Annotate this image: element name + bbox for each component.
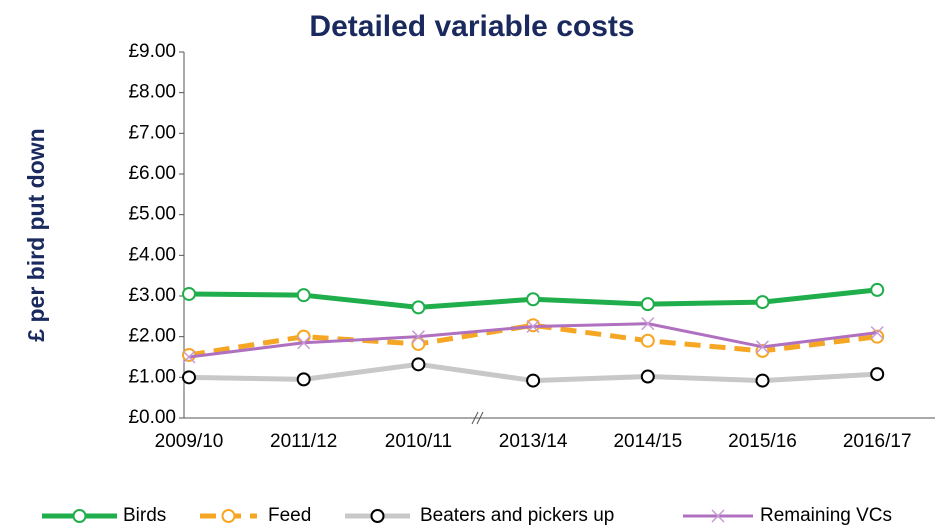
marker xyxy=(526,319,540,334)
x-tick-label: 2009/10 xyxy=(155,431,224,452)
marker xyxy=(297,336,311,350)
legend-marker xyxy=(72,509,87,523)
marker xyxy=(411,357,426,372)
legend-label: Feed xyxy=(268,505,311,526)
y-tick-label: £3.00 xyxy=(128,285,176,306)
marker xyxy=(296,329,311,344)
y-tick-label: £6.00 xyxy=(128,163,176,184)
marker xyxy=(296,372,311,387)
marker xyxy=(182,347,196,362)
x-tick-label: 2016/17 xyxy=(843,431,912,452)
marker xyxy=(755,340,770,354)
y-tick-label: £4.00 xyxy=(128,244,176,265)
legend-marker xyxy=(221,509,236,523)
marker xyxy=(640,333,655,348)
marker xyxy=(526,373,541,388)
marker xyxy=(296,288,311,303)
legend-label: Remaining VCs xyxy=(760,505,892,526)
x-tick-label: 2013/14 xyxy=(499,431,568,452)
legend-marker xyxy=(370,509,385,523)
marker xyxy=(182,286,196,301)
x-tick-label: 2010/11 xyxy=(385,431,452,452)
marker xyxy=(870,367,885,382)
marker xyxy=(870,326,884,340)
marker xyxy=(526,292,541,307)
y-tick-label: £9.00 xyxy=(128,41,176,62)
y-tick-label: £1.00 xyxy=(128,366,176,387)
y-tick-label: £7.00 xyxy=(128,122,176,143)
marker xyxy=(411,300,426,315)
marker xyxy=(411,336,426,351)
x-tick-label: 2011/12 xyxy=(270,431,337,452)
marker xyxy=(182,350,196,364)
legend-label: Beaters and pickers up xyxy=(420,505,614,526)
marker xyxy=(640,297,655,312)
marker xyxy=(411,330,425,344)
axis-break xyxy=(471,411,484,425)
marker xyxy=(755,295,770,310)
chart-title: Detailed variable costs xyxy=(309,10,634,43)
marker xyxy=(640,369,655,384)
marker xyxy=(182,370,196,385)
x-tick-label: 2015/16 xyxy=(728,431,797,452)
x-tick-label: 2014/15 xyxy=(613,431,682,452)
y-tick-label: £0.00 xyxy=(128,407,176,428)
marker xyxy=(641,317,655,331)
marker xyxy=(870,282,885,297)
marker xyxy=(755,373,770,388)
legend-label: Birds xyxy=(123,505,166,526)
y-tick-label: £2.00 xyxy=(128,326,176,347)
y-axis-label: £ per bird put down xyxy=(23,128,49,341)
y-tick-label: £8.00 xyxy=(128,82,176,103)
legend-marker xyxy=(711,509,725,523)
y-tick-label: £5.00 xyxy=(128,204,176,225)
